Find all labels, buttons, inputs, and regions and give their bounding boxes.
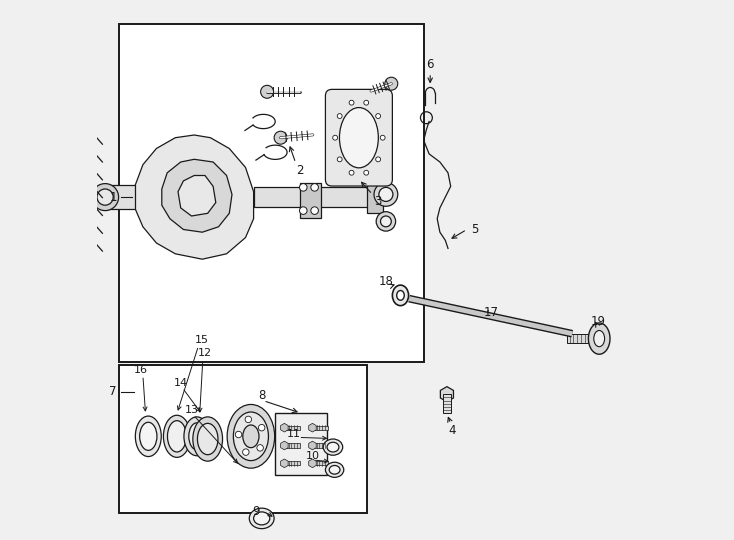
- Bar: [313, 461, 328, 465]
- Ellipse shape: [594, 330, 605, 347]
- Polygon shape: [280, 441, 288, 450]
- Circle shape: [257, 444, 264, 451]
- Circle shape: [97, 189, 113, 205]
- Polygon shape: [309, 459, 316, 468]
- Ellipse shape: [233, 412, 269, 461]
- Circle shape: [92, 184, 119, 211]
- Bar: [285, 443, 300, 448]
- Ellipse shape: [396, 291, 404, 300]
- Polygon shape: [280, 423, 288, 432]
- Ellipse shape: [323, 439, 343, 455]
- Ellipse shape: [250, 508, 274, 529]
- Circle shape: [380, 135, 385, 140]
- Circle shape: [337, 113, 342, 118]
- Text: 9: 9: [252, 505, 260, 518]
- Circle shape: [274, 131, 287, 144]
- Text: 2: 2: [297, 164, 304, 177]
- Bar: [567, 334, 593, 343]
- Bar: [254, 187, 372, 207]
- Circle shape: [245, 416, 252, 423]
- Ellipse shape: [189, 423, 205, 450]
- Text: 3: 3: [374, 195, 382, 208]
- Ellipse shape: [197, 423, 218, 455]
- Circle shape: [349, 100, 354, 105]
- Circle shape: [299, 207, 307, 214]
- Text: 12: 12: [198, 348, 212, 357]
- Text: 4: 4: [448, 424, 456, 437]
- Ellipse shape: [325, 462, 344, 477]
- FancyBboxPatch shape: [325, 89, 393, 186]
- Text: 19: 19: [591, 315, 606, 328]
- Ellipse shape: [339, 107, 378, 168]
- Text: 16: 16: [134, 365, 148, 375]
- Ellipse shape: [167, 421, 186, 452]
- Circle shape: [299, 184, 307, 191]
- Circle shape: [376, 157, 380, 162]
- Circle shape: [333, 135, 338, 140]
- Bar: [119, 24, 424, 362]
- Bar: [313, 443, 328, 448]
- Circle shape: [261, 85, 274, 98]
- Polygon shape: [135, 135, 254, 259]
- Text: 11: 11: [287, 429, 301, 439]
- Circle shape: [258, 424, 265, 431]
- Circle shape: [310, 207, 319, 214]
- Text: 14: 14: [174, 379, 188, 388]
- Circle shape: [376, 113, 380, 118]
- Ellipse shape: [139, 422, 157, 450]
- Bar: [275, 413, 327, 475]
- Ellipse shape: [243, 425, 259, 448]
- Text: 6: 6: [426, 58, 434, 71]
- Text: 1: 1: [109, 191, 117, 204]
- Text: 5: 5: [471, 223, 479, 236]
- Ellipse shape: [330, 465, 340, 474]
- Circle shape: [364, 100, 368, 105]
- Circle shape: [236, 431, 241, 438]
- Circle shape: [385, 77, 398, 90]
- Bar: [443, 394, 451, 413]
- Circle shape: [380, 216, 391, 227]
- Polygon shape: [161, 159, 232, 232]
- Bar: [285, 426, 300, 430]
- Circle shape: [310, 184, 319, 191]
- Text: 17: 17: [484, 306, 498, 319]
- Text: 13: 13: [184, 406, 198, 415]
- Bar: [313, 426, 328, 430]
- Bar: [119, 364, 367, 513]
- Text: 10: 10: [306, 451, 320, 461]
- Ellipse shape: [164, 415, 190, 457]
- Circle shape: [374, 183, 398, 206]
- Ellipse shape: [393, 285, 409, 306]
- Bar: [105, 185, 135, 209]
- Ellipse shape: [184, 417, 210, 456]
- Ellipse shape: [327, 442, 339, 452]
- Ellipse shape: [135, 416, 161, 456]
- Circle shape: [377, 212, 396, 231]
- Circle shape: [337, 157, 342, 162]
- Circle shape: [349, 170, 354, 175]
- Circle shape: [379, 187, 393, 201]
- Polygon shape: [309, 423, 316, 432]
- Ellipse shape: [254, 512, 270, 525]
- Bar: [285, 461, 300, 465]
- Polygon shape: [280, 459, 288, 468]
- Ellipse shape: [227, 404, 275, 468]
- Bar: [367, 181, 383, 213]
- Text: 18: 18: [379, 275, 394, 288]
- Text: 8: 8: [258, 389, 266, 402]
- Text: 15: 15: [195, 335, 209, 345]
- Bar: [299, 183, 321, 218]
- Polygon shape: [309, 441, 316, 450]
- Text: 7: 7: [109, 385, 117, 398]
- Polygon shape: [440, 387, 454, 402]
- Ellipse shape: [589, 323, 610, 354]
- Polygon shape: [178, 176, 216, 216]
- Circle shape: [364, 170, 368, 175]
- Ellipse shape: [193, 417, 222, 461]
- Circle shape: [243, 449, 249, 455]
